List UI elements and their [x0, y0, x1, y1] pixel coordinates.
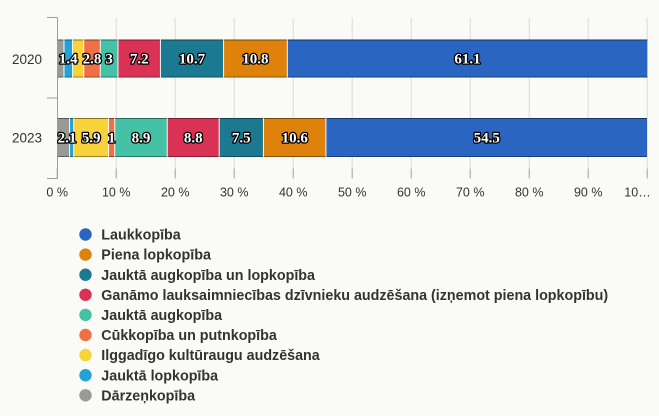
svg-text:Ganāmo lauksaimniecības dzīvni: Ganāmo lauksaimniecības dzīvnieku audzēš… — [101, 288, 608, 304]
svg-text:Dārzeņkopība: Dārzeņkopība — [101, 388, 196, 404]
svg-text:90 %: 90 % — [574, 186, 603, 200]
svg-text:5.9: 5.9 — [82, 131, 101, 147]
svg-text:50 %: 50 % — [338, 186, 367, 200]
svg-text:10.6: 10.6 — [282, 131, 309, 147]
svg-text:70 %: 70 % — [456, 186, 485, 200]
svg-text:Cūkkopība un putnkopība: Cūkkopība un putnkopība — [101, 328, 278, 344]
svg-text:10…: 10… — [624, 186, 650, 200]
svg-text:60 %: 60 % — [397, 186, 426, 200]
svg-text:8.9: 8.9 — [132, 131, 151, 147]
svg-text:10.7: 10.7 — [179, 52, 206, 68]
svg-text:2.8: 2.8 — [83, 52, 102, 68]
svg-text:Jauktā augkopība: Jauktā augkopība — [101, 308, 223, 324]
svg-text:1.4: 1.4 — [59, 52, 78, 68]
svg-text:Piena lopkopība: Piena lopkopība — [101, 248, 212, 264]
svg-text:20 %: 20 % — [161, 186, 190, 200]
svg-text:10.8: 10.8 — [242, 52, 268, 68]
svg-text:2020: 2020 — [12, 52, 42, 67]
svg-text:Laukkopība: Laukkopība — [101, 228, 181, 244]
svg-text:8.8: 8.8 — [184, 131, 203, 147]
svg-text:1: 1 — [108, 131, 116, 147]
svg-text:54.5: 54.5 — [474, 131, 500, 147]
svg-text:80 %: 80 % — [515, 186, 544, 200]
svg-text:Jauktā augkopība un lopkopība: Jauktā augkopība un lopkopība — [101, 268, 316, 284]
svg-text:30 %: 30 % — [220, 186, 249, 200]
svg-text:7.2: 7.2 — [130, 52, 149, 68]
svg-text:2.1: 2.1 — [58, 131, 77, 147]
svg-text:3: 3 — [105, 52, 113, 68]
svg-text:10 %: 10 % — [102, 186, 131, 200]
svg-text:7.5: 7.5 — [232, 131, 251, 147]
svg-text:Ilggadīgo kultūraugu audzēšana: Ilggadīgo kultūraugu audzēšana — [101, 348, 320, 364]
svg-text:61.1: 61.1 — [454, 52, 480, 68]
svg-text:40 %: 40 % — [279, 186, 308, 200]
svg-text:2023: 2023 — [12, 131, 42, 146]
svg-text:Jauktā lopkopība: Jauktā lopkopība — [101, 368, 219, 384]
svg-text:0 %: 0 % — [46, 186, 68, 200]
